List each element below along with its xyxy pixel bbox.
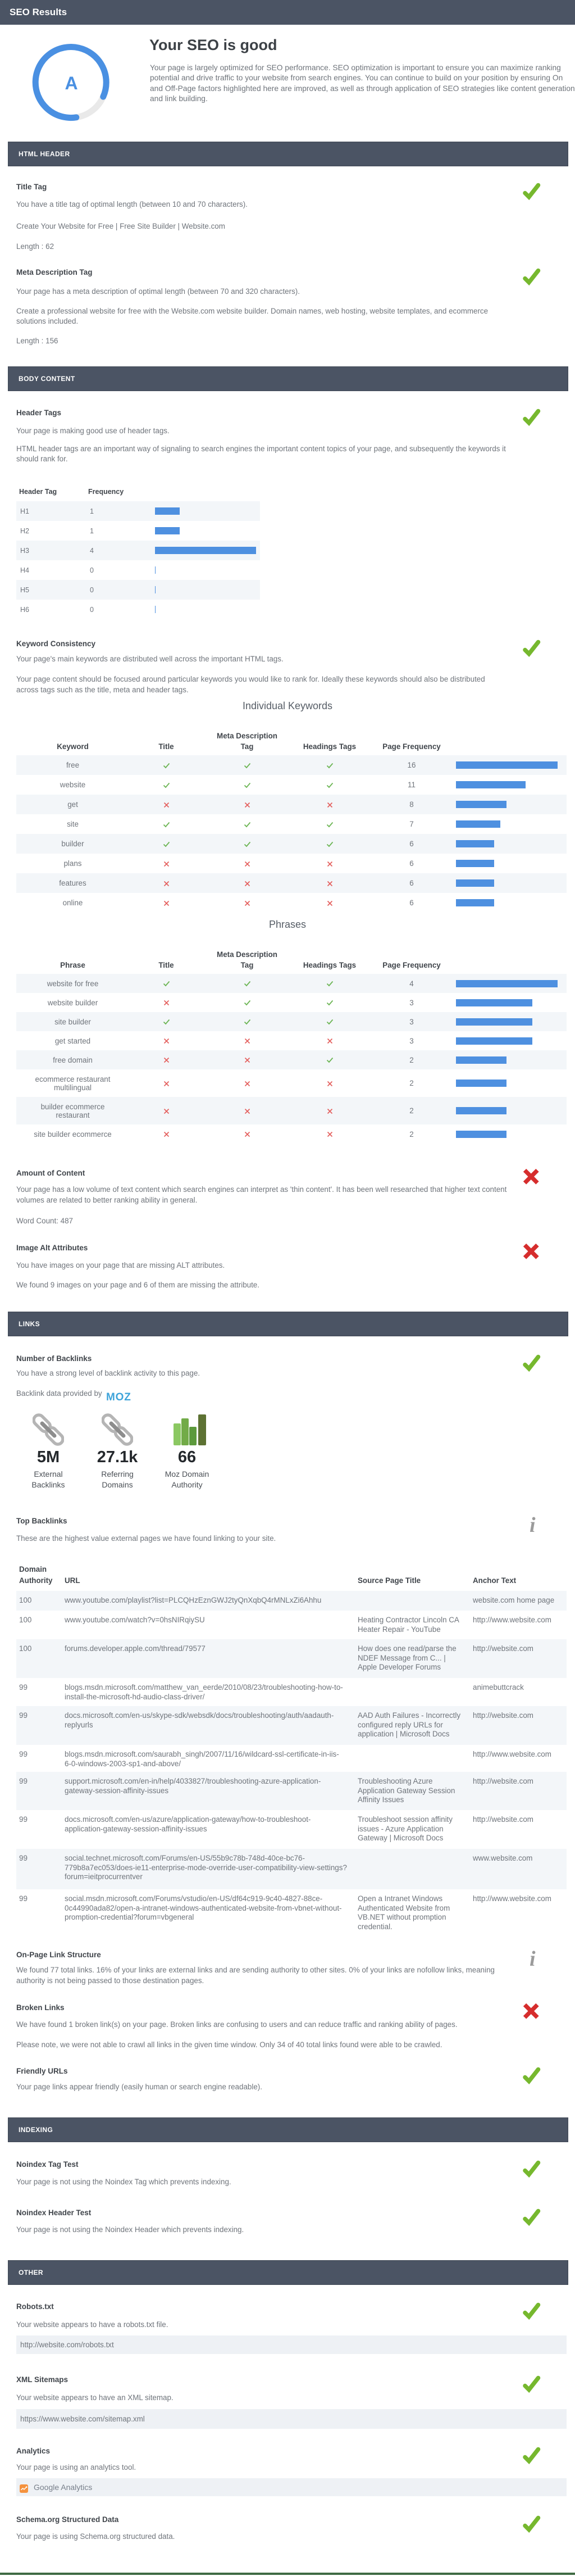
svg-text:A: A xyxy=(65,73,77,93)
